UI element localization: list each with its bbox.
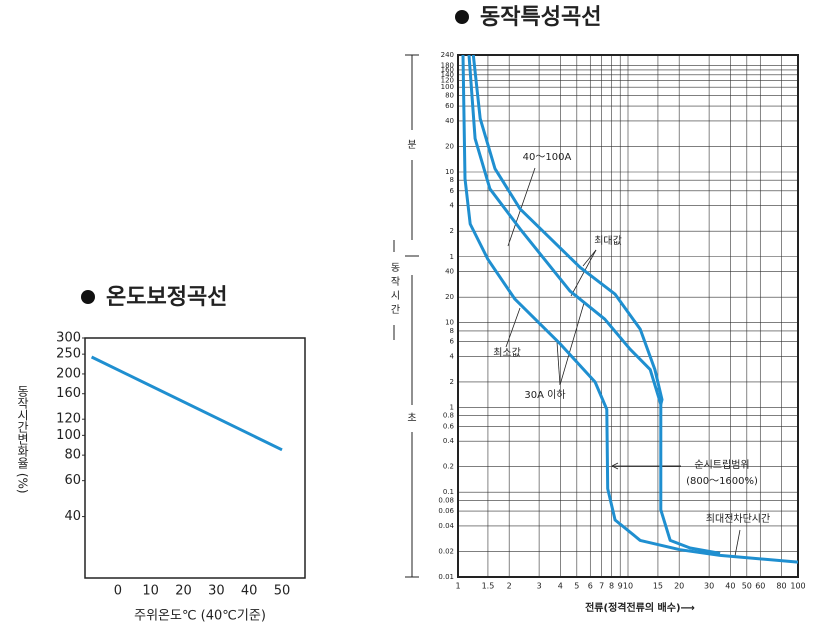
x-tick-label: 40 [725, 582, 735, 591]
y-tick-label: 40 [445, 117, 454, 125]
y-tick-label: 4 [450, 352, 455, 360]
y-tick-label: 0.06 [438, 507, 454, 515]
x-tick-label: 80 [776, 582, 786, 591]
y-tick-label: 60 [64, 473, 81, 488]
x-tick-label: 60 [755, 582, 765, 591]
y-tick-label: 1 [450, 253, 454, 261]
y-tick-label: 250 [56, 347, 81, 362]
y-tick-label: 80 [64, 448, 81, 463]
y-tick-label: 10 [445, 168, 454, 176]
x-tick-label: 6 [588, 582, 593, 591]
x-tick-label: 1 [455, 582, 460, 591]
y-tick-label: 4 [450, 202, 455, 210]
x-tick-label: 7 [599, 582, 604, 591]
plot-frame [84, 337, 306, 579]
x-tick-label: 1.5 [482, 582, 495, 591]
x-tick-label: 20 [175, 584, 192, 599]
x-tick-label: 5 [574, 582, 579, 591]
x-tick-label: 0 [114, 584, 122, 599]
y-tick-label: 40 [64, 509, 81, 524]
annotation: 순시트립범위 [694, 458, 749, 471]
y-tick-label: 160 [56, 386, 81, 401]
y-tick-label: 240 [441, 51, 454, 59]
x-tick-label: 30 [208, 584, 225, 599]
y-tick-label: 1 [450, 403, 454, 411]
x-tick-label: 10 [623, 582, 633, 591]
y-tick-label: 100 [441, 83, 454, 91]
x-tick-label: 15 [653, 582, 663, 591]
y-tick-label: 0.6 [443, 422, 455, 430]
annotation: 30A 이하 [524, 388, 565, 401]
x-axis-label: 전류(정격전류의 배수)⟶ [585, 601, 695, 614]
y-tick-label: 8 [450, 327, 454, 335]
x-tick-label: 50 [742, 582, 752, 591]
y-tick-label: 0.8 [443, 412, 454, 420]
y-tick-label: 0.4 [443, 437, 455, 445]
y-tick-label: 8 [450, 176, 454, 184]
chart-title: 온도보정곡선 [106, 285, 227, 310]
x-tick-label: 2 [507, 582, 512, 591]
y-tick-label: 0.02 [438, 547, 454, 555]
title-bullet [81, 290, 95, 304]
y-tick-label: 60 [445, 102, 454, 110]
unit-label: 분 [407, 139, 416, 151]
axis-brackets [393, 54, 419, 578]
curve [467, 54, 721, 555]
y-tick-label: 160 [441, 66, 454, 74]
curve [461, 54, 799, 564]
y-tick-label: 120 [56, 412, 81, 427]
x-tick-label: 4 [558, 582, 563, 591]
x-tick-label: 40 [241, 584, 258, 599]
x-tick-label: 10 [142, 584, 159, 599]
y-tick-label: 20 [445, 142, 454, 150]
annotation: 최대전차단시간 [706, 513, 770, 525]
x-tick-label: 100 [790, 582, 805, 591]
annotation: 최대값 [594, 235, 622, 247]
annotation: 40～100A [523, 152, 572, 163]
x-tick-label: 30 [704, 582, 714, 591]
x-tick-label: 8 [609, 582, 614, 591]
x-tick-label: 9 [618, 582, 623, 591]
y-tick-label: 6 [450, 187, 455, 195]
annotation: 최소값 [493, 347, 521, 359]
x-axis-label: 주위온도℃ (40℃기준) [134, 609, 266, 624]
annotation: (800～1600%) [686, 476, 758, 487]
title-bullet [455, 10, 469, 24]
y-tick-label: 2 [450, 227, 454, 235]
y-axis-label: 동작시간변화율 (%) [16, 385, 30, 494]
plot-frame [457, 54, 799, 578]
y-tick-label: 0.2 [443, 463, 454, 471]
y-tick-label: 120 [441, 77, 454, 85]
y-tick-label: 0.01 [438, 573, 454, 581]
chart-title: 동작특성곡선 [480, 5, 601, 30]
y-tick-label: 140 [441, 71, 454, 79]
x-tick-label: 50 [274, 584, 291, 599]
y-tick-label: 0.1 [443, 488, 454, 496]
y-tick-label: 180 [441, 62, 454, 70]
y-tick-label: 2 [450, 378, 454, 386]
y-tick-label: 10 [445, 319, 454, 327]
annotation-arrows [505, 167, 741, 557]
y-tick-label: 0.08 [438, 496, 454, 504]
y-tick-label: 80 [445, 91, 454, 99]
y-tick-label: 300 [56, 331, 81, 346]
x-tick-label: 20 [674, 582, 684, 591]
unit-label: 초 [407, 412, 416, 424]
y-tick-label: 20 [445, 293, 454, 301]
y-tick-label: 200 [56, 366, 81, 381]
y-axis-label: 동작시간 [388, 262, 400, 318]
y-tick-label: 0.04 [438, 522, 454, 530]
x-tick-label: 3 [537, 582, 542, 591]
curve [90, 355, 283, 452]
curve [471, 54, 664, 405]
y-tick-label: 100 [56, 428, 81, 443]
y-tick-label: 40 [445, 268, 454, 276]
y-tick-label: 6 [450, 338, 455, 346]
